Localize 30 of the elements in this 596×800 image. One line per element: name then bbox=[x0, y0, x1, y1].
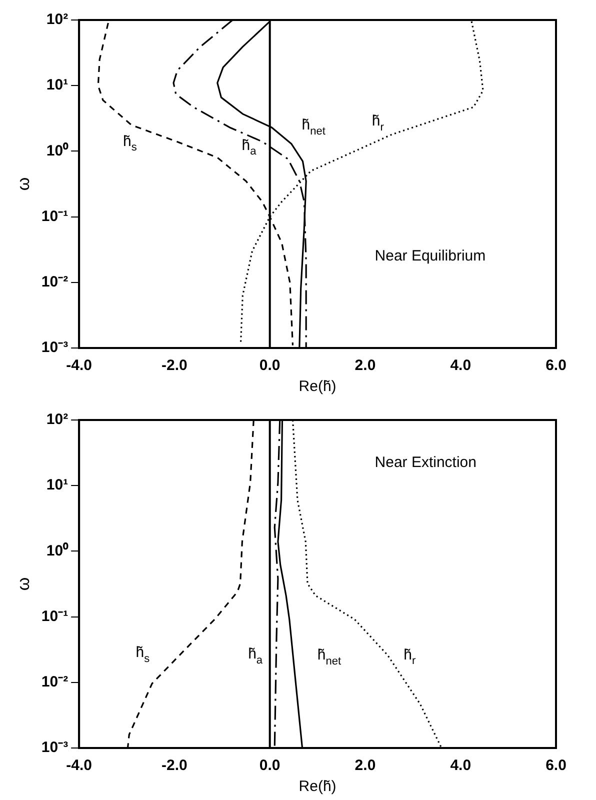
annotation: Near Equilibrium bbox=[374, 247, 486, 264]
y-tick-label: 10⁰ bbox=[46, 141, 70, 160]
x-tick-label: -4.0 bbox=[66, 357, 92, 374]
x-tick-label: 0.0 bbox=[259, 757, 280, 774]
y-tick-label: 10⁻³ bbox=[41, 339, 68, 356]
y-tick-label: 10⁻² bbox=[41, 674, 68, 691]
annotation: Near Extinction bbox=[374, 454, 476, 471]
y-tick-label: 10⁻¹ bbox=[41, 608, 68, 625]
x-tick-label: -2.0 bbox=[162, 357, 188, 374]
y-tick-label: 10¹ bbox=[46, 76, 68, 94]
x-tick-label: 4.0 bbox=[450, 357, 472, 374]
x-tick-label: 6.0 bbox=[546, 357, 566, 374]
y-tick-label: 10⁰ bbox=[46, 541, 70, 560]
y-tick-label: 10⁻¹ bbox=[41, 208, 68, 225]
x-tick-label: 2.0 bbox=[354, 357, 376, 374]
x-axis-title: Re(h̃) bbox=[298, 378, 336, 396]
x-tick-label: 2.0 bbox=[354, 757, 376, 774]
x-tick-label: 4.0 bbox=[450, 757, 472, 774]
x-tick-label: 6.0 bbox=[546, 757, 566, 774]
x-tick-label: 0.0 bbox=[259, 357, 280, 374]
y-tick-label: 10² bbox=[46, 11, 68, 28]
x-axis-title: Re(h̃) bbox=[298, 778, 336, 796]
x-tick-label: -4.0 bbox=[66, 757, 92, 774]
y-tick-label: 10² bbox=[46, 411, 68, 428]
y-tick-label: 10⁻² bbox=[41, 274, 68, 291]
x-tick-label: -2.0 bbox=[162, 757, 188, 774]
y-axis-title: ω bbox=[14, 577, 33, 591]
y-tick-label: 10¹ bbox=[46, 476, 68, 494]
y-tick-label: 10⁻³ bbox=[41, 739, 68, 756]
y-axis-title: ω bbox=[14, 177, 33, 191]
